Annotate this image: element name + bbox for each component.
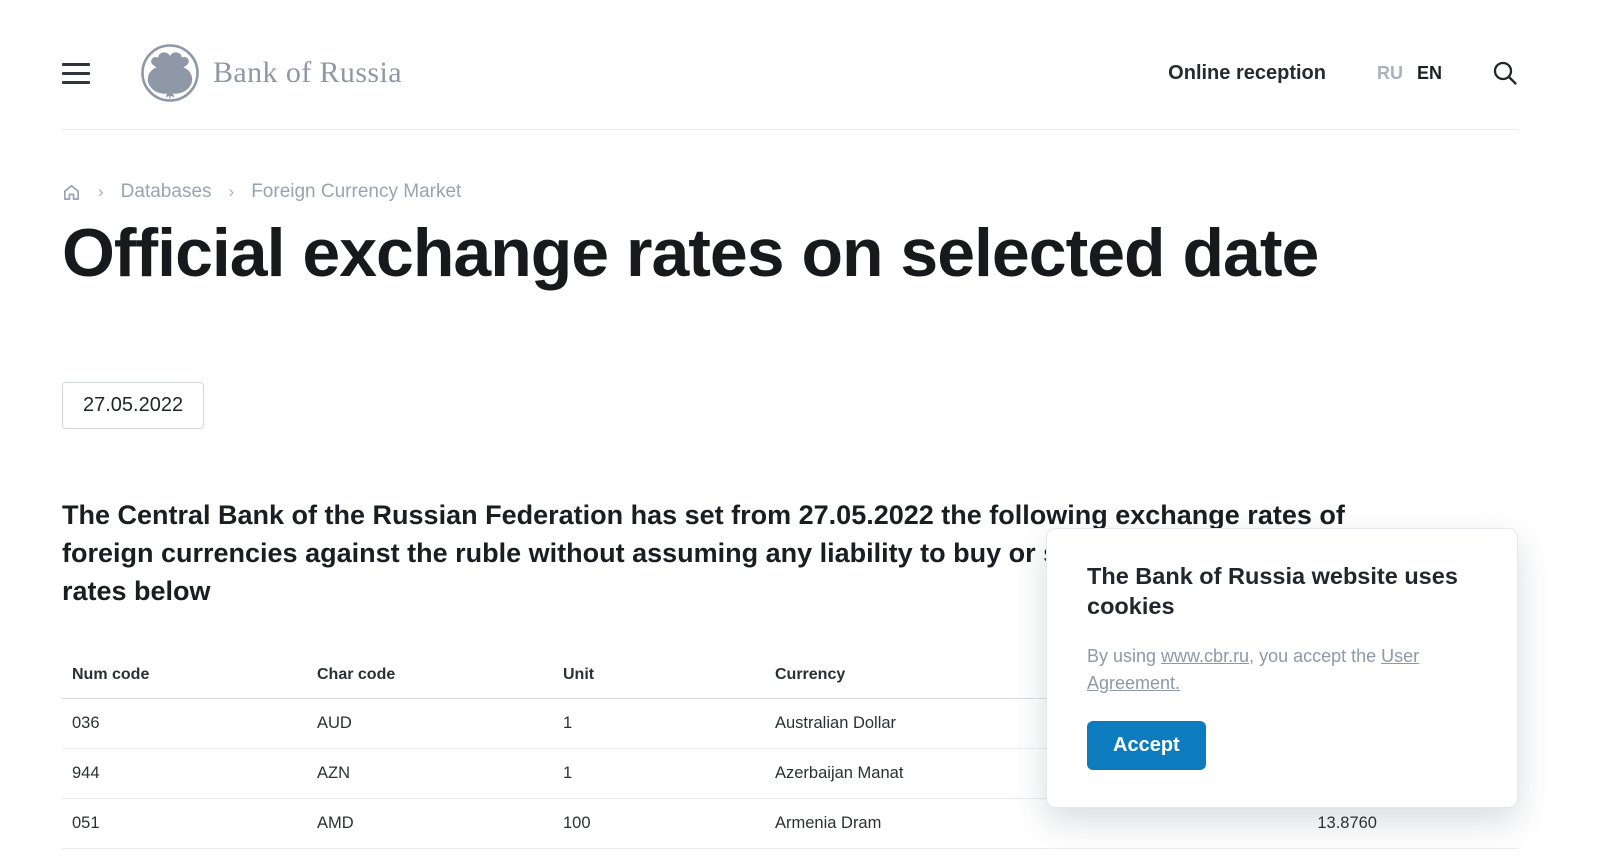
- cell-char-code: AMD: [317, 814, 354, 832]
- breadcrumb-separator: ›: [98, 182, 104, 201]
- table-header-unit: Unit: [563, 666, 595, 683]
- breadcrumb: › Databases › Foreign Currency Market: [62, 179, 1518, 205]
- cbr-site-link[interactable]: www.cbr.ru: [1161, 646, 1250, 666]
- cell-num-code: 036: [72, 714, 100, 732]
- site-header: Bank of Russia Online reception RU EN: [62, 43, 1518, 103]
- intro-line: The Central Bank of the Russian Federati…: [62, 500, 1345, 530]
- user-agreement-link[interactable]: User Agreement.: [1087, 646, 1420, 693]
- breadcrumb-separator: ›: [228, 182, 235, 201]
- cell-char-code: AUD: [317, 714, 352, 732]
- table-header-num-code: Num code: [72, 666, 150, 683]
- cell-rate: 13.8760: [1317, 814, 1377, 832]
- menu-icon: [62, 62, 90, 66]
- brand-wordmark: Bank of Russia: [213, 56, 402, 89]
- table-header-currency: Currency: [775, 666, 846, 683]
- double-headed-eagle-icon: [141, 44, 199, 102]
- cookie-body-text: , you accept the: [1249, 646, 1382, 666]
- cookie-dialog-title: The Bank of Russia website uses cookies: [1087, 563, 1458, 619]
- header-divider: [62, 129, 1518, 130]
- cookie-consent-dialog: The Bank of Russia website uses cookies …: [1046, 528, 1518, 808]
- cell-num-code: 051: [72, 814, 100, 832]
- cell-unit: 1: [563, 714, 573, 732]
- table-row: 944 AZN 1 Azerbaijan Manat: [62, 749, 1518, 799]
- search-icon[interactable]: [1492, 60, 1518, 86]
- cell-unit: 100: [563, 814, 591, 832]
- cell-currency: Australian Dollar: [775, 714, 897, 732]
- menu-button[interactable]: [62, 62, 90, 84]
- table-row: 051 AMD 100 Armenia Dram 13.8760: [62, 799, 1518, 849]
- cell-currency: Azerbaijan Manat: [775, 764, 904, 782]
- table-row: 036 AUD 1 Australian Dollar: [62, 699, 1518, 749]
- breadcrumb-item-current: Foreign Currency Market: [251, 181, 462, 202]
- breadcrumb-item-databases[interactable]: Databases: [120, 181, 212, 202]
- cell-num-code: 944: [72, 764, 100, 782]
- header-right: Online reception RU EN: [1168, 60, 1518, 86]
- language-switcher: RU EN: [1377, 63, 1442, 84]
- table-header-row: Num code Char code Unit Currency: [62, 666, 1518, 699]
- lang-ru-button[interactable]: RU: [1376, 62, 1403, 83]
- lang-en-button[interactable]: EN: [1416, 62, 1442, 83]
- accept-cookies-button[interactable]: Accept: [1087, 721, 1206, 770]
- page-container: Bank of Russia Online reception RU EN › …: [62, 43, 1518, 849]
- page-title: Official exchange rates on selected date: [62, 215, 1319, 291]
- menu-icon-bar: [62, 71, 90, 75]
- cookie-dialog-body: By using www.cbr.ru, you accept the User…: [1087, 643, 1477, 697]
- date-input[interactable]: 27.05.2022: [62, 382, 205, 429]
- cell-currency: Armenia Dram: [775, 814, 882, 832]
- cookie-body-text: By using: [1087, 646, 1162, 666]
- cell-char-code: AZN: [317, 764, 350, 782]
- intro-line: rates below: [62, 576, 211, 606]
- online-reception-link[interactable]: Online reception: [1168, 61, 1326, 84]
- exchange-rates-table: Num code Char code Unit Currency 036 AUD…: [62, 666, 1518, 849]
- cell-unit: 1: [563, 764, 573, 782]
- intro-paragraph: The Central Bank of the Russian Federati…: [62, 496, 1518, 610]
- menu-icon-bar: [62, 80, 90, 84]
- bank-logo-link[interactable]: Bank of Russia: [140, 43, 402, 103]
- home-icon[interactable]: [62, 183, 81, 202]
- table-header-char-code: Char code: [317, 666, 396, 683]
